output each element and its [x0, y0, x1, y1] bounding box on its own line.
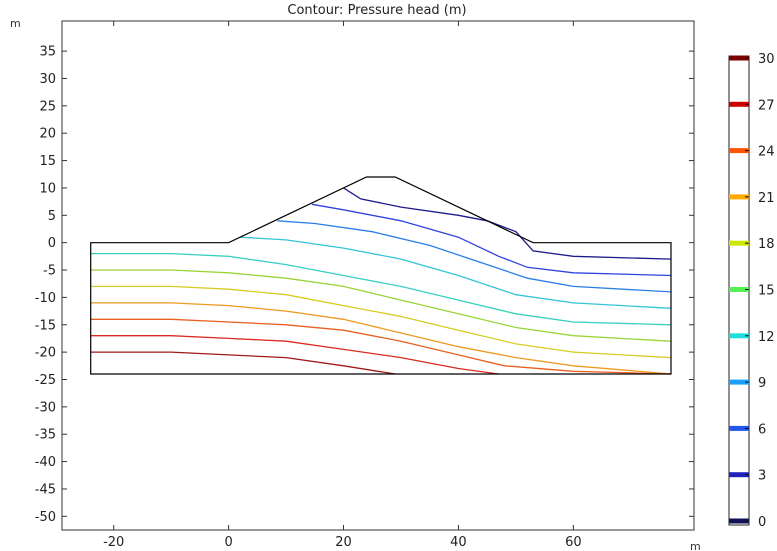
y-tick-label: 20: [39, 127, 56, 142]
contour-line: [311, 203, 672, 277]
color-legend-swatch: [729, 425, 749, 431]
x-tick-label: 0: [224, 535, 232, 550]
color-legend-label: 3: [758, 469, 766, 484]
color-legend-label: 15: [758, 284, 775, 299]
y-tick-label: 25: [39, 99, 56, 114]
color-legend-label: 9: [758, 376, 766, 391]
x-tick-label: -20: [103, 535, 124, 550]
plot-area: [61, 20, 695, 531]
color-legend-label: 30: [758, 52, 775, 67]
color-legend-swatch: [729, 55, 749, 61]
color-legend-label: 12: [758, 330, 775, 345]
color-legend-swatch: [729, 148, 749, 154]
x-tick-label: 40: [450, 535, 467, 550]
color-legend-label: 24: [758, 145, 775, 160]
contour-line: [90, 318, 672, 375]
contour-line: [90, 302, 672, 375]
x-axis-unit: m: [690, 540, 701, 551]
color-legend-swatch: [729, 194, 749, 200]
color-legend-swatch: [729, 240, 749, 246]
x-tick-label: 20: [335, 535, 352, 550]
y-tick-label: -15: [35, 318, 56, 333]
y-tick-label: 35: [39, 45, 56, 60]
color-legend-swatch: [729, 379, 749, 385]
y-tick-label: -10: [35, 291, 56, 306]
y-tick-label: 10: [39, 181, 56, 196]
y-tick-label: 30: [39, 72, 56, 87]
contour-line: [90, 252, 672, 326]
color-legend-label: 27: [758, 98, 775, 113]
y-axis-ticks: 35 30 25 20 15 10 5 0 -5 -10 -15 -20 -25 -30 -35 -40 -45…: [35, 45, 694, 525]
color-legend-label: 21: [758, 191, 775, 206]
contour-line: [90, 269, 672, 342]
y-tick-label: -5: [43, 264, 56, 279]
contour-line: [90, 285, 672, 359]
y-tick-label: -45: [35, 482, 56, 497]
color-legend-swatch: [729, 333, 749, 339]
x-tick-label: 60: [565, 535, 582, 550]
y-tick-label: -20: [35, 346, 56, 361]
color-legend-swatch: [729, 472, 749, 478]
contour-line: [90, 335, 499, 375]
y-tick-label: 0: [48, 236, 56, 251]
y-tick-label: 5: [48, 209, 56, 224]
y-tick-label: -40: [35, 455, 56, 470]
y-tick-label: -30: [35, 400, 56, 415]
contour-line: [277, 220, 672, 293]
y-tick-label: 15: [39, 154, 56, 169]
x-axis-ticks: -20 0 20 40 60: [103, 21, 582, 550]
color-legend-label: 0: [758, 515, 766, 530]
contour-line: [240, 236, 672, 309]
y-axis-unit: m: [10, 17, 21, 30]
contour-lines: [90, 187, 672, 375]
color-legend-label: 18: [758, 237, 775, 252]
y-tick-label: -35: [35, 428, 56, 443]
color-legend-swatch: [729, 287, 749, 292]
y-tick-label: -25: [35, 373, 56, 388]
y-tick-label: -50: [35, 510, 56, 525]
contour-line: [90, 351, 396, 375]
chart-title: Contour: Pressure head (m): [287, 3, 466, 18]
domain-outline: [90, 176, 672, 375]
color-legend-label: 6: [758, 422, 766, 437]
color-legend-swatch: [729, 518, 749, 524]
color-legend-swatch: [729, 101, 749, 107]
